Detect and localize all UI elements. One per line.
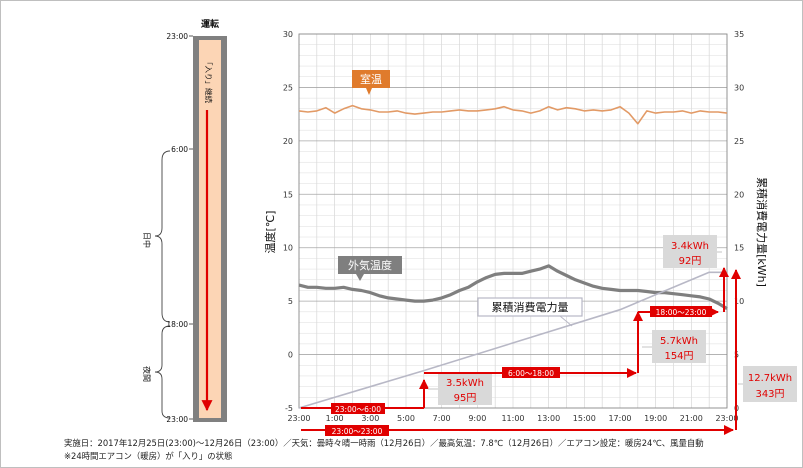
outside-label-box: 外気温度 xyxy=(338,256,402,281)
x-tick-label: 1:00 xyxy=(326,414,344,423)
y-right-tick-label: 25 xyxy=(734,137,744,146)
cost-box-day xyxy=(652,330,706,363)
y-left-label: 温度[℃] xyxy=(263,211,277,254)
schedule-panel: 運転 「入り」継続 23:00 6:00 18:00 23:00 日中 夜間 xyxy=(142,18,227,424)
period-label-evening: 18:00〜23:00 xyxy=(656,308,707,317)
schedule-header: 運転 xyxy=(201,18,219,30)
y-right-tick-label: 20 xyxy=(734,190,744,199)
y-left-tick-label: 10 xyxy=(283,244,293,253)
yen-total: 343円 xyxy=(755,389,784,400)
footnote-line2: ※24時間エアコン（暖房）が「入り」の状態 xyxy=(64,451,233,461)
footnote-line1: 実施日：2017年12月25日(23:00)〜12月26日（23:00）／天気：… xyxy=(64,438,704,448)
cost-box-total xyxy=(743,366,797,402)
y-left-tick-label: 30 xyxy=(283,30,293,39)
schedule-time-end: 23:00 xyxy=(166,415,188,424)
daytime-brace xyxy=(154,150,171,323)
yen-evening: 92円 xyxy=(679,256,702,267)
kwh-total: 12.7kWh xyxy=(748,373,792,384)
period-annotations: 23:00〜6:00 3.5kWh 95円 6:00〜18:00 5.7kWh … xyxy=(301,235,797,436)
outside-temperature-line xyxy=(298,264,728,310)
kwh-night: 3.5kWh xyxy=(446,378,484,389)
cumulative-energy-line xyxy=(298,271,727,409)
schedule-bar-label: 「入り」継続 xyxy=(204,58,214,103)
energy-series-label: 累積消費電力量 xyxy=(492,300,569,314)
y-right-tick-label: 30 xyxy=(734,83,744,92)
daytime-label: 日中 xyxy=(142,232,152,248)
schedule-time-18: 18:00 xyxy=(166,320,188,329)
cost-box-evening xyxy=(663,235,717,268)
period-label-total: 23:00〜23:00 xyxy=(332,427,383,436)
x-tick-label: 23:00 xyxy=(715,414,738,423)
night-brace xyxy=(154,325,171,419)
x-tick-label: 5:00 xyxy=(397,414,415,423)
schedule-time-start: 23:00 xyxy=(166,32,188,41)
outside-series-label: 外気温度 xyxy=(348,258,392,272)
kwh-day: 5.7kWh xyxy=(660,336,698,347)
period-label-day: 6:00〜18:00 xyxy=(508,369,554,378)
kwh-evening: 3.4kWh xyxy=(671,241,709,252)
schedule-time-6: 6:00 xyxy=(171,145,188,154)
x-tick-label: 21:00 xyxy=(680,414,703,423)
grid xyxy=(299,34,727,408)
plot-area: 23:00 1:00 3:00 5:00 7:00 9:00 11:00 13:00 15:00… xyxy=(263,30,797,436)
series-layer xyxy=(298,104,728,409)
night-label: 夜間 xyxy=(142,366,152,382)
y-right-tick-label: 15 xyxy=(734,244,744,253)
y-left-tick-label: 15 xyxy=(283,190,293,199)
x-tick-label: 9:00 xyxy=(468,414,486,423)
room-series-label: 室温 xyxy=(360,72,382,86)
y-left-tick-label: -5 xyxy=(285,404,293,413)
y-left-tick-label: 25 xyxy=(283,83,293,92)
x-tick-label: 17:00 xyxy=(608,414,631,423)
x-tick-label: 3:00 xyxy=(361,414,379,423)
x-tick-label: 23:00 xyxy=(287,414,310,423)
yen-night: 95円 xyxy=(454,393,477,404)
x-tick-label: 11:00 xyxy=(501,414,524,423)
y-right-tick-label: 35 xyxy=(734,30,744,39)
schedule-bar xyxy=(199,40,221,418)
x-tick-label: 7:00 xyxy=(433,414,451,423)
x-axis: 23:00 1:00 3:00 5:00 7:00 9:00 11:00 13:00 15:00… xyxy=(287,414,738,423)
y-axis-left: -5 0 5 10 15 20 25 30 xyxy=(283,30,293,413)
plot-border xyxy=(298,33,728,409)
x-tick-label: 13:00 xyxy=(537,414,560,423)
period-label-night: 23:00〜6:00 xyxy=(335,405,381,414)
energy-label-box: 累積消費電力量 xyxy=(477,297,583,327)
y-right-label: 累積消費電力量[kWh] xyxy=(755,177,769,287)
room-label-box: 室温 xyxy=(352,70,390,95)
y-left-tick-label: 5 xyxy=(288,297,293,306)
x-tick-label: 15:00 xyxy=(573,414,596,423)
yen-day: 154円 xyxy=(664,351,693,362)
y-left-tick-label: 20 xyxy=(283,137,293,146)
room-temperature-line xyxy=(298,104,728,125)
y-left-tick-label: 0 xyxy=(288,351,293,360)
cost-box-night xyxy=(438,372,492,405)
y-right-tick-label: 10 xyxy=(734,297,744,306)
x-tick-label: 19:00 xyxy=(644,414,667,423)
